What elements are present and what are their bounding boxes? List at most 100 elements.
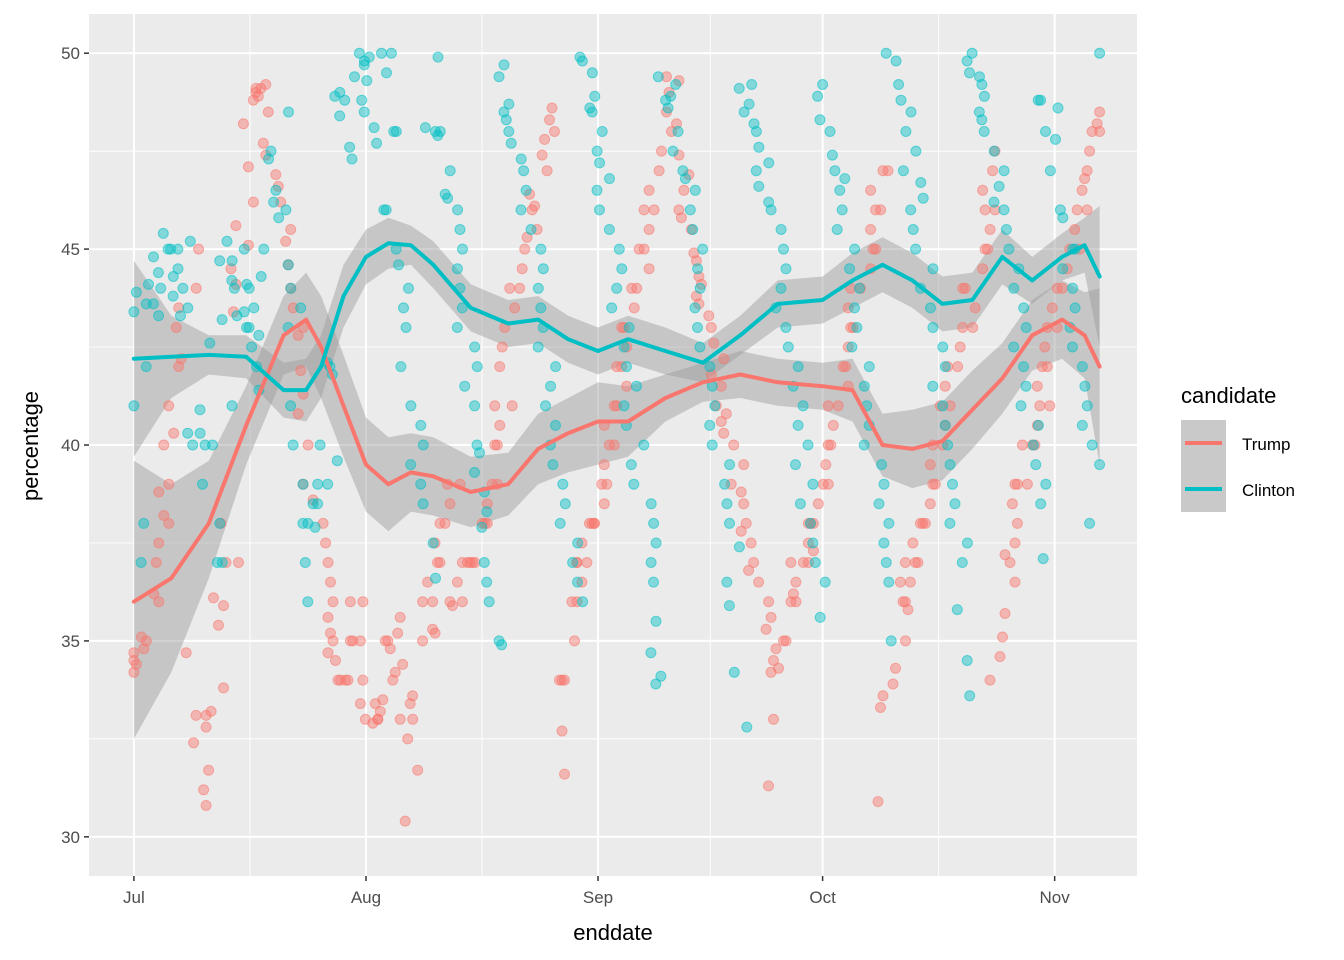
data-point-trump [837, 361, 849, 373]
data-point-trump [865, 184, 877, 196]
data-point-trump [797, 557, 809, 568]
data-point-trump [200, 800, 212, 811]
data-point-clinton [148, 251, 159, 263]
data-point-trump [715, 416, 727, 427]
data-point-clinton [863, 361, 875, 373]
data-point-clinton [469, 400, 481, 412]
data-point-clinton [721, 498, 733, 510]
data-point-clinton [331, 455, 343, 467]
data-point-clinton [741, 721, 753, 733]
data-point-clinton [778, 243, 789, 255]
data-point-clinton [937, 341, 949, 353]
data-point-trump [496, 341, 508, 353]
data-point-clinton [567, 557, 579, 568]
data-point-clinton [395, 361, 407, 373]
data-point-trump [802, 537, 814, 549]
data-point-clinton [577, 596, 589, 608]
data-point-clinton [944, 459, 956, 471]
data-point-trump [1069, 224, 1081, 235]
data-point-clinton [1069, 302, 1081, 314]
data-point-clinton [557, 478, 569, 490]
data-point-trump [203, 764, 215, 776]
data-point-clinton [1000, 224, 1012, 235]
data-point-clinton [618, 400, 630, 412]
data-point-clinton [692, 322, 703, 333]
data-point-clinton [724, 517, 735, 529]
data-point-clinton [809, 557, 821, 568]
data-point-trump [787, 588, 799, 600]
data-point-clinton [537, 263, 549, 275]
data-point-clinton [709, 400, 721, 412]
data-point-trump [912, 557, 924, 568]
data-point-clinton [807, 478, 819, 490]
data-point-trump [262, 106, 274, 118]
data-point-trump [875, 702, 886, 713]
data-point-clinton [667, 145, 679, 157]
data-point-clinton [858, 439, 870, 451]
data-point-trump [429, 627, 441, 639]
data-point-clinton [371, 137, 383, 149]
data-point-clinton [474, 447, 485, 459]
data-point-clinton [1027, 439, 1039, 451]
data-point-clinton [687, 224, 699, 235]
data-point-trump [444, 498, 456, 510]
data-point-trump [900, 635, 911, 647]
data-point-trump [270, 169, 282, 181]
data-point-trump [569, 635, 580, 647]
data-point-trump [190, 282, 202, 294]
data-point-trump [1009, 478, 1021, 490]
data-point-trump [768, 655, 779, 666]
data-point-clinton [405, 400, 417, 412]
data-point-clinton [334, 110, 346, 122]
data-point-trump [1051, 282, 1063, 294]
data-point-clinton [988, 145, 1000, 157]
data-point-trump [168, 427, 180, 439]
data-point-clinton [535, 243, 547, 255]
data-point-trump [218, 600, 229, 612]
data-point-trump [354, 635, 366, 647]
data-point-trump [760, 623, 772, 635]
data-point-trump [705, 322, 717, 333]
y-tick-label: 40 [61, 436, 80, 455]
data-point-clinton [253, 329, 265, 341]
data-point-clinton [297, 478, 309, 490]
data-point-clinton [1003, 243, 1015, 255]
data-point-clinton [444, 165, 456, 177]
data-point-clinton [476, 521, 488, 533]
x-axis: Jul Aug Sep Oct Nov [123, 876, 1070, 907]
data-point-trump [1086, 126, 1098, 137]
data-point-clinton [728, 666, 740, 678]
data-point-clinton [606, 302, 618, 314]
data-point-clinton [858, 380, 870, 392]
data-point-trump [959, 282, 971, 294]
data-point-clinton [589, 90, 601, 102]
data-point-clinton [309, 521, 321, 533]
data-point-trump [842, 341, 854, 353]
data-point-trump [845, 322, 857, 333]
data-point-trump [1004, 557, 1016, 568]
data-point-trump [765, 611, 777, 623]
data-point-clinton [241, 278, 253, 290]
data-point-clinton [226, 400, 238, 412]
data-point-trump [914, 517, 926, 529]
data-point-clinton [358, 59, 370, 71]
data-point-trump [559, 674, 570, 686]
data-point-clinton [944, 517, 956, 529]
data-point-clinton [282, 259, 294, 271]
x-tick-label: Jul [123, 888, 145, 907]
data-point-trump [180, 647, 192, 659]
data-point-clinton [493, 71, 505, 83]
data-point-trump [576, 576, 588, 588]
data-point-clinton [405, 459, 417, 471]
data-point-clinton [287, 439, 299, 451]
data-point-clinton [554, 517, 566, 529]
data-point-clinton [765, 204, 777, 216]
data-point-clinton [753, 141, 765, 153]
data-point-clinton [204, 337, 216, 349]
data-point-clinton [814, 114, 826, 126]
data-point-clinton [505, 137, 517, 149]
data-point-clinton [481, 506, 493, 518]
data-point-trump [999, 549, 1011, 561]
data-point-trump [939, 380, 951, 392]
